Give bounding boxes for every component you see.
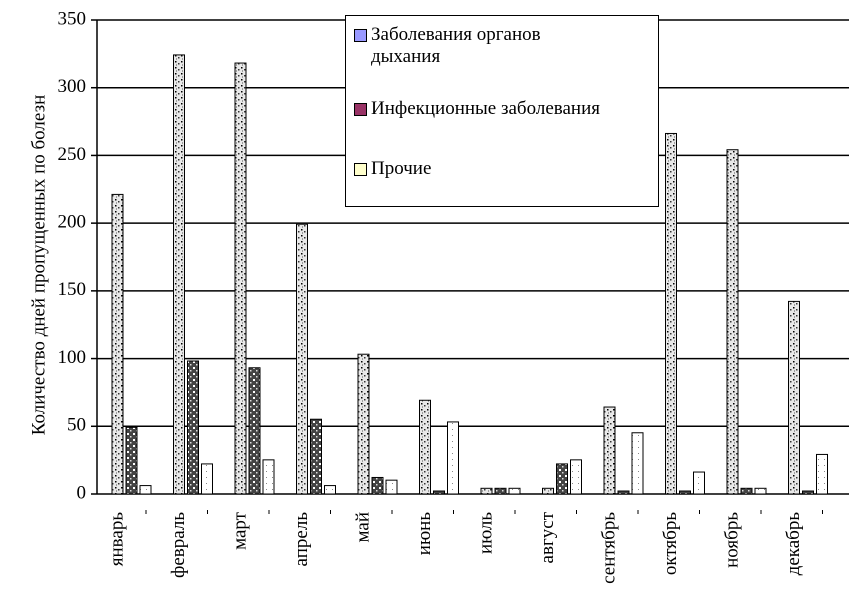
y-tick-label: 0 <box>77 482 87 503</box>
x-tick-label: октябрь <box>660 512 681 575</box>
bar <box>447 421 459 495</box>
bar <box>385 479 398 495</box>
legend-label: Прочие <box>371 158 432 179</box>
y-tick-label: 250 <box>58 144 87 165</box>
bar <box>419 399 431 495</box>
bar <box>788 300 800 495</box>
x-tick-label: март <box>229 511 250 550</box>
bar <box>357 353 370 495</box>
bar <box>802 490 814 495</box>
bar <box>816 453 828 495</box>
bar <box>603 406 616 495</box>
bar <box>494 487 507 495</box>
x-tick-label: февраль <box>168 512 189 578</box>
x-tick-label: январь <box>106 512 127 567</box>
bar <box>125 426 138 495</box>
y-axis-label: Количество дней пропущенных по болезн <box>28 95 49 436</box>
bar <box>433 490 445 495</box>
bar <box>111 193 124 495</box>
legend-swatch <box>354 163 367 176</box>
bar <box>324 485 336 495</box>
bar <box>201 463 213 495</box>
x-tick-label: июль <box>475 512 496 554</box>
bar <box>262 459 275 495</box>
y-tick-label: 150 <box>58 279 87 300</box>
legend-label: Заболевания органов дыхания <box>371 24 541 67</box>
legend-label: Инфекционные заболевания <box>371 98 600 119</box>
bar <box>187 360 199 495</box>
legend-swatch <box>354 103 367 116</box>
legend-entry: Инфекционные заболевания <box>354 98 658 120</box>
bar <box>693 471 705 495</box>
y-tick-label: 350 <box>58 8 87 29</box>
y-tick-label: 300 <box>58 76 87 97</box>
bar <box>371 476 384 495</box>
bar <box>480 487 493 495</box>
bar <box>296 223 308 495</box>
legend-swatch <box>354 29 367 42</box>
x-tick-label: июнь <box>414 512 435 556</box>
x-tick-label: август <box>537 511 558 563</box>
bar <box>248 367 261 495</box>
legend-entry: Заболевания органов дыхания <box>354 24 658 68</box>
legend-entry: Прочие <box>354 158 658 180</box>
bar <box>570 459 582 495</box>
bar <box>665 132 677 495</box>
bar <box>508 487 521 495</box>
bar <box>726 149 739 495</box>
bar <box>139 485 152 495</box>
y-tick-label: 50 <box>67 415 86 436</box>
bar <box>556 463 568 495</box>
bar <box>310 418 322 495</box>
bar <box>173 54 185 495</box>
x-tick-label: ноябрь <box>721 512 742 568</box>
legend: Заболевания органов дыхания Инфекционные … <box>345 15 659 207</box>
bar <box>234 62 247 495</box>
bar <box>631 432 644 495</box>
x-tick-label: сентябрь <box>598 512 619 584</box>
bar <box>679 490 691 495</box>
y-tick-label: 200 <box>58 212 87 233</box>
bar <box>617 490 630 495</box>
bar <box>542 487 554 495</box>
x-tick-label: декабрь <box>783 512 804 576</box>
x-tick-label: май <box>352 512 373 543</box>
x-tick-label: апрель <box>291 512 312 567</box>
y-tick-label: 100 <box>58 347 87 368</box>
bar <box>740 487 753 495</box>
bar <box>754 487 767 495</box>
